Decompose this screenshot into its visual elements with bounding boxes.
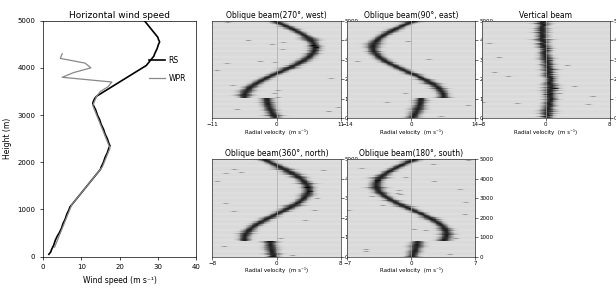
- WPR: [83, 184, 91, 188]
- Title: Vertical beam: Vertical beam: [519, 11, 572, 20]
- WPR: [59, 227, 66, 230]
- WPR: [81, 61, 89, 65]
- WPR: [93, 94, 100, 98]
- WPR: [57, 231, 64, 235]
- WPR: [64, 212, 71, 216]
- WPR: [97, 90, 104, 93]
- RS: [65, 208, 73, 211]
- WPR: [100, 132, 108, 136]
- WPR: [95, 170, 102, 173]
- X-axis label: Radial velocity  (m s⁻¹): Radial velocity (m s⁻¹): [379, 267, 443, 273]
- WPR: [76, 194, 83, 197]
- Title: Oblique beam(180°, south): Oblique beam(180°, south): [359, 149, 463, 158]
- WPR: [59, 52, 66, 55]
- Legend: RS, WPR: RS, WPR: [147, 53, 189, 86]
- WPR: [100, 160, 108, 164]
- WPR: [79, 189, 87, 192]
- WPR: [104, 151, 111, 155]
- WPR: [104, 142, 111, 145]
- RS: [45, 253, 52, 256]
- Title: Oblique beam(90°, east): Oblique beam(90°, east): [364, 11, 458, 20]
- X-axis label: Wind speed (m s⁻¹): Wind speed (m s⁻¹): [83, 276, 156, 285]
- Line: WPR: WPR: [55, 54, 112, 247]
- WPR: [70, 71, 78, 74]
- WPR: [97, 123, 104, 126]
- WPR: [91, 109, 99, 112]
- Title: Oblique beam(360°, north): Oblique beam(360°, north): [225, 149, 328, 158]
- WPR: [102, 137, 110, 140]
- X-axis label: Radial velocity  (m s⁻¹): Radial velocity (m s⁻¹): [514, 129, 577, 135]
- Title: Horizontal wind speed: Horizontal wind speed: [69, 11, 170, 20]
- WPR: [104, 85, 111, 88]
- WPR: [87, 66, 95, 70]
- RS: [94, 113, 101, 117]
- RS: [101, 132, 108, 136]
- WPR: [57, 57, 64, 60]
- WPR: [62, 217, 70, 221]
- WPR: [91, 175, 99, 178]
- WPR: [87, 179, 95, 183]
- WPR: [55, 236, 62, 240]
- WPR: [68, 203, 76, 206]
- WPR: [99, 165, 106, 169]
- X-axis label: Radial velocity  (m s⁻¹): Radial velocity (m s⁻¹): [245, 267, 308, 273]
- WPR: [91, 99, 99, 103]
- X-axis label: Radial velocity  (m s⁻¹): Radial velocity (m s⁻¹): [379, 129, 443, 135]
- WPR: [102, 156, 110, 159]
- WPR: [72, 198, 79, 202]
- WPR: [59, 76, 66, 79]
- WPR: [51, 245, 59, 249]
- RS: [155, 38, 162, 41]
- WPR: [53, 241, 60, 244]
- WPR: [95, 118, 102, 122]
- WPR: [66, 208, 73, 211]
- RS: [140, 19, 148, 22]
- X-axis label: Radial velocity  (m s⁻¹): Radial velocity (m s⁻¹): [245, 129, 308, 135]
- Title: Oblique beam(270°, west): Oblique beam(270°, west): [226, 11, 327, 20]
- RS: [72, 198, 79, 202]
- WPR: [60, 222, 68, 225]
- Line: RS: RS: [49, 21, 160, 254]
- WPR: [89, 104, 97, 107]
- RS: [150, 31, 158, 34]
- Y-axis label: Height (m): Height (m): [3, 118, 12, 159]
- WPR: [99, 127, 106, 131]
- WPR: [93, 113, 100, 117]
- WPR: [107, 146, 114, 150]
- WPR: [108, 80, 116, 84]
